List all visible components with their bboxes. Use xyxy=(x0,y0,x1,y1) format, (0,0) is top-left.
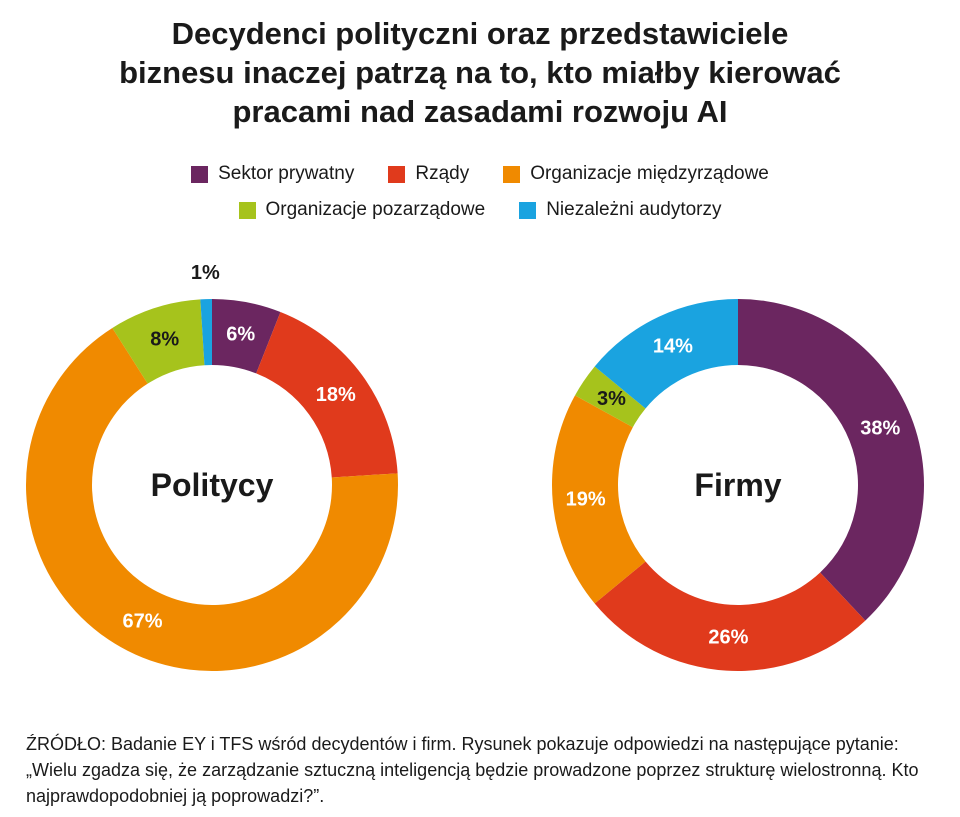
slice-label-sektor-prywatny: 38% xyxy=(860,418,900,440)
slice-organizacje-miedzyrzadowe xyxy=(25,327,398,671)
legend-label: Organizacje międzyrządowe xyxy=(530,163,769,184)
slice-sektor-prywatny xyxy=(738,299,924,621)
slice-label-niezalezni-audytorzy: 1% xyxy=(191,262,220,284)
legend-item-organizacje-pozarzadowe: Organizacje pozarządowe xyxy=(238,199,486,221)
slice-label-niezalezni-audytorzy: 14% xyxy=(653,336,693,358)
legend-label: Niezależni audytorzy xyxy=(546,199,722,220)
slice-organizacje-pozarzadowe xyxy=(575,366,646,428)
chart-title: Decydenci polityczni oraz przedstawiciel… xyxy=(0,14,960,131)
legend-swatch xyxy=(238,201,256,219)
slice-label-rzady: 26% xyxy=(708,627,748,649)
source-note: ŹRÓDŁO: Badanie EY i TFS wśród decydentó… xyxy=(26,734,919,806)
legend-row-2: Organizacje pozarządowe Niezależni audyt… xyxy=(0,192,960,228)
legend-label: Sektor prywatny xyxy=(218,163,355,184)
slice-organizacje-pozarzadowe xyxy=(112,299,205,384)
slice-rzady xyxy=(256,312,398,478)
donut-center-title: Firmy xyxy=(694,467,781,503)
slice-label-organizacje-miedzyrzadowe: 19% xyxy=(566,488,606,510)
slice-sektor-prywatny xyxy=(212,299,281,374)
legend-item-organizacje-miedzyrzadowe: Organizacje międzyrządowe xyxy=(503,163,769,185)
legend-item-niezalezni-audytorzy: Niezależni audytorzy xyxy=(519,199,722,221)
legend-item-sektor-prywatny: Sektor prywatny xyxy=(191,163,354,185)
legend-item-rzady: Rządy xyxy=(388,163,469,185)
slice-label-organizacje-miedzyrzadowe: 67% xyxy=(123,610,163,632)
donut-center-title: Politycy xyxy=(151,467,274,503)
slice-label-sektor-prywatny: 6% xyxy=(226,324,255,346)
slice-organizacje-miedzyrzadowe xyxy=(552,395,646,604)
slice-niezalezni-audytorzy xyxy=(594,299,738,409)
slice-rzady xyxy=(594,561,866,671)
legend-swatch xyxy=(519,201,537,219)
slice-niezalezni-audytorzy xyxy=(200,299,212,366)
donut-politycy: 6% 18% 67% 8% 1% Politycy xyxy=(25,262,398,671)
legend-swatch xyxy=(191,165,209,183)
legend-label: Rządy xyxy=(415,163,470,184)
legend-row-1: Sektor prywatny Rządy Organizacje między… xyxy=(0,156,960,192)
legend-swatch xyxy=(388,165,406,183)
donut-firmy: 38% 26% 19% 3% 14% Firmy xyxy=(552,299,924,671)
legend-label: Organizacje pozarządowe xyxy=(265,199,486,220)
legend-swatch xyxy=(503,165,521,183)
title-line-1: Decydenci polityczni oraz przedstawiciel… xyxy=(171,16,789,51)
slice-label-organizacje-pozarzadowe: 8% xyxy=(150,328,179,350)
slice-label-rzady: 18% xyxy=(316,384,356,406)
title-line-3: pracami nad zasadami rozwoju AI xyxy=(232,94,728,129)
title-line-2: biznesu inaczej patrzą na to, kto miałby… xyxy=(119,55,841,90)
legend: Sektor prywatny Rządy Organizacje między… xyxy=(0,156,960,228)
slice-label-organizacje-pozarzadowe: 3% xyxy=(597,388,626,410)
